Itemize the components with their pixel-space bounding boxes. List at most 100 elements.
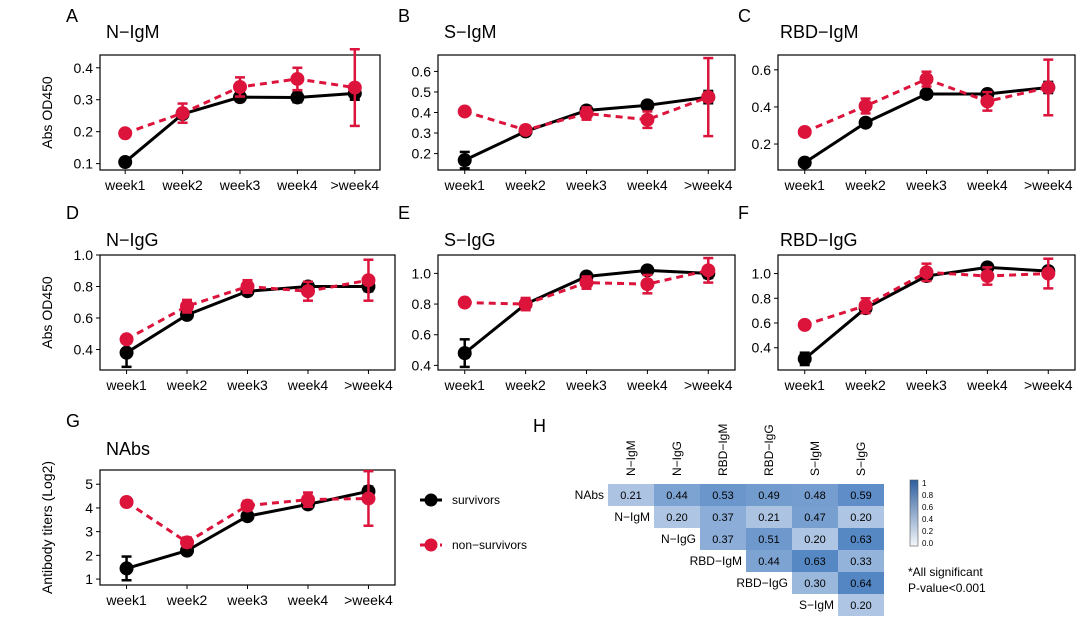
plot-frame — [99, 469, 396, 586]
y-tick-label: 1.0 — [412, 265, 432, 281]
heatmap-cell-value: 0.44 — [666, 490, 687, 502]
y-tick-label: 0.4 — [752, 99, 772, 115]
data-point — [175, 106, 190, 121]
data-point — [797, 317, 812, 332]
heatmap-column-label: S−IgG — [854, 442, 868, 476]
data-point — [518, 297, 533, 312]
data-point — [119, 561, 134, 576]
series-survivors — [457, 89, 716, 170]
panel-title: N−IgG — [106, 230, 159, 250]
data-point — [797, 155, 812, 170]
heatmap-cell — [700, 484, 746, 506]
x-tick-label: week4 — [626, 377, 668, 393]
series-line — [125, 496, 369, 545]
legend-item-non-survivors: non−survivors — [420, 538, 527, 552]
data-point — [457, 295, 472, 310]
data-point — [290, 90, 305, 105]
heatmap-cell-value: 0.37 — [712, 512, 733, 524]
x-tick-label: >week4 — [684, 377, 733, 393]
x-tick-label: week2 — [504, 377, 546, 393]
panel-title: N−IgM — [106, 22, 160, 42]
heatmap-cell-value: 0.59 — [850, 490, 871, 502]
data-point — [701, 90, 716, 105]
heatmap-cell — [838, 528, 884, 550]
y-tick-label: 0.8 — [74, 279, 94, 295]
data-point — [180, 299, 195, 314]
data-point — [919, 265, 934, 280]
data-point — [300, 284, 315, 299]
x-tick-label: week3 — [565, 177, 607, 193]
heatmap-cell — [746, 506, 792, 528]
significance-note: P-value<0.001 — [908, 581, 986, 595]
data-point — [240, 279, 255, 294]
data-point — [640, 112, 655, 127]
data-point — [797, 351, 812, 366]
y-tick-label: 0.6 — [752, 62, 772, 78]
series-non-survivors — [797, 257, 1056, 332]
panel-title: RBD−IgG — [780, 230, 858, 250]
x-tick-label: week3 — [905, 377, 947, 393]
x-tick-label: week2 — [161, 177, 203, 193]
data-point — [701, 263, 716, 278]
x-tick-label: week2 — [504, 177, 546, 193]
y-tick-label: 1.0 — [752, 266, 772, 282]
legend-marker — [424, 538, 438, 552]
x-tick-label: week3 — [565, 377, 607, 393]
heatmap-cell-value: 0.20 — [850, 512, 871, 524]
panel-g: G NAbs 1 2 3 4 5 week1 week2 week3 week4 >week4 Anti… — [39, 411, 396, 608]
heatmap-column-label: N−IgG — [670, 441, 684, 476]
y-tick-label: 5 — [85, 476, 93, 492]
data-point — [119, 345, 134, 360]
heatmap-cell — [838, 506, 884, 528]
heatmap-cell-value: 0.21 — [758, 512, 779, 524]
y-tick-label: 2 — [85, 547, 93, 563]
heatmap-cell-value: 0.49 — [758, 490, 779, 502]
y-tick-label: 0.6 — [412, 327, 432, 343]
legend-item-survivors: survivors — [420, 493, 500, 507]
panel-title: RBD−IgM — [780, 22, 859, 42]
heatmap-cell — [792, 484, 838, 506]
panel-letter: A — [66, 6, 78, 26]
heatmap-row-label: RBD−IgM — [690, 554, 742, 568]
data-point — [797, 124, 812, 139]
series-non-survivors — [457, 56, 716, 138]
x-tick-label: week1 — [783, 377, 825, 393]
x-tick-label: week2 — [844, 377, 886, 393]
heatmap-cell — [608, 484, 654, 506]
panel-letter: H — [533, 416, 546, 436]
y-tick-label: 0.8 — [412, 296, 432, 312]
heatmap-cell — [792, 572, 838, 594]
heatmap-column-label: RBD−IgM — [716, 424, 730, 476]
data-point — [118, 155, 133, 170]
y-tick-label: 0.6 — [752, 315, 772, 331]
x-tick-label: week1 — [104, 177, 146, 193]
panel-b: B S−IgM 0.2 0.3 0.4 0.5 0.6 week1 week2 week3 week… — [398, 6, 736, 193]
y-tick-label: 3 — [85, 524, 93, 540]
significance-note: *All significant — [908, 565, 983, 579]
y-tick-label: 0.2 — [74, 124, 94, 140]
data-point — [640, 98, 655, 113]
series-non-survivors — [118, 48, 362, 141]
data-point — [361, 491, 376, 506]
panel-title: NAbs — [106, 439, 150, 459]
x-tick-label: week4 — [626, 177, 668, 193]
heatmap-cell-value: 0.63 — [850, 534, 871, 546]
heatmap-column-label: S−IgM — [808, 441, 822, 476]
data-point — [579, 106, 594, 121]
x-tick-label: week2 — [166, 377, 208, 393]
heatmap-cell — [792, 506, 838, 528]
panel-title: S−IgM — [444, 22, 497, 42]
x-tick-label: week3 — [905, 177, 947, 193]
heatmap-cell-value: 0.21 — [620, 490, 641, 502]
colorbar-tick-label: 0.8 — [922, 491, 934, 500]
heatmap-cell-value: 0.53 — [712, 490, 733, 502]
legend-label: survivors — [452, 493, 500, 507]
panel-c: C RBD−IgM 0.2 0.4 0.6 week1 week2 week3 week4 >we… — [738, 6, 1076, 193]
data-point — [180, 535, 195, 550]
heatmap-cell-value: 0.20 — [850, 600, 871, 612]
data-point — [518, 122, 533, 137]
x-tick-label: >week4 — [684, 177, 733, 193]
panel-h: H N−IgM N−IgG RBD−IgM RBD−IgG S−IgM S−IgG NAbs 0… — [533, 416, 986, 616]
colorbar-tick-label: 1 — [922, 479, 927, 488]
data-point — [457, 346, 472, 361]
